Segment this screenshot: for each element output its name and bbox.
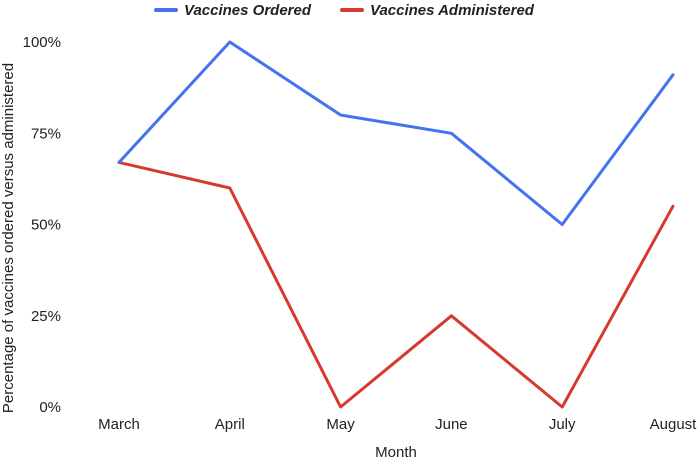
- y-tick-labels: 0% 25% 50% 75% 100%: [23, 34, 61, 416]
- x-tick-labels: March April May June July August: [98, 416, 697, 433]
- y-tick-label: 75%: [31, 125, 61, 142]
- legend-label-ordered: Vaccines Ordered: [184, 2, 312, 19]
- y-tick-label: 25%: [31, 308, 61, 325]
- series-line-vaccines-ordered: [117, 40, 675, 226]
- x-tick-label: March: [98, 416, 140, 433]
- y-axis-title: Percentage of vaccines ordered versus ad…: [0, 63, 17, 413]
- x-axis-title: Month: [375, 444, 417, 458]
- y-tick-label: 50%: [31, 217, 61, 234]
- legend-label-administered: Vaccines Administered: [370, 2, 535, 19]
- y-tick-label: 0%: [39, 399, 61, 416]
- x-tick-label: June: [435, 416, 468, 433]
- series-line-vaccines-administered: [117, 160, 675, 409]
- x-tick-label: May: [326, 416, 355, 433]
- x-tick-label: April: [215, 416, 245, 433]
- series-lines: [117, 40, 675, 409]
- x-tick-label: July: [549, 416, 576, 433]
- x-tick-label: August: [650, 416, 698, 433]
- legend: Vaccines Ordered Vaccines Administered: [154, 2, 535, 19]
- y-tick-label: 100%: [23, 34, 61, 51]
